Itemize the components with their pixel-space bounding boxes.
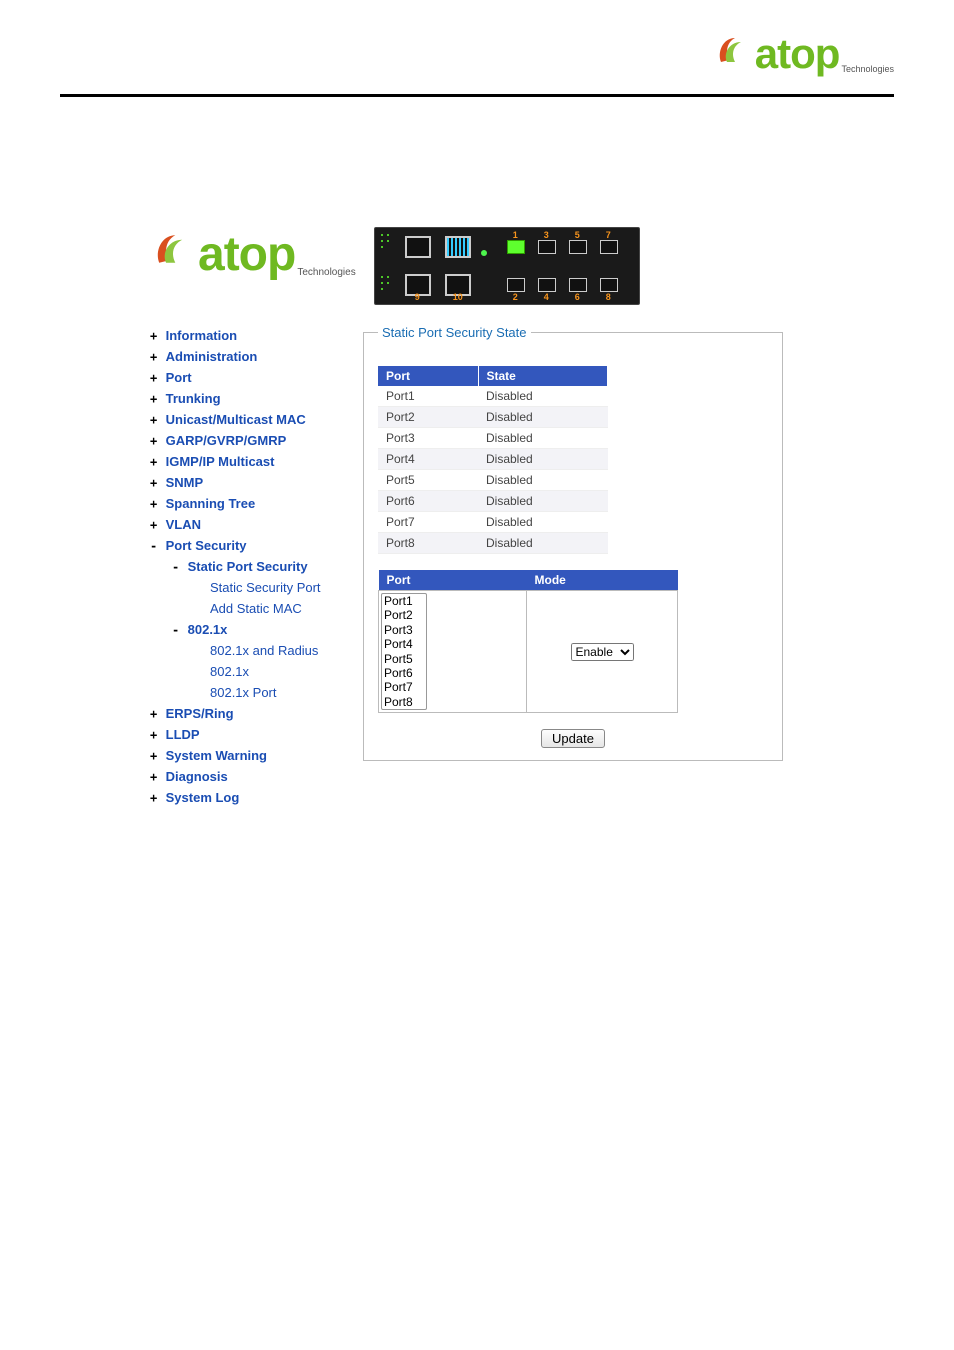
nav-8021x-radius[interactable]: 802.1x and Radius [210, 640, 345, 661]
side-nav: + Information+ Administration+ Port+ Tru… [150, 325, 345, 808]
rj45-port-8 [600, 278, 618, 292]
rj45-port-4 [538, 278, 556, 292]
port-num-b9: 9 [415, 292, 420, 302]
rj45-port-1 [507, 240, 525, 254]
nav-item-igmp-ip-multicast[interactable]: + IGMP/IP Multicast [150, 451, 345, 472]
nav-item-diagnosis[interactable]: + Diagnosis [150, 766, 345, 787]
state-col-port: Port [378, 366, 478, 386]
sfp-slot-10 [445, 236, 471, 258]
device-front-panel: 1 3 5 7 9 10 2 4 6 8 [374, 227, 640, 305]
table-row: Port5Disabled [378, 470, 608, 491]
rj45-port-5 [569, 240, 587, 254]
static-port-security-panel: Static Port Security State Port State Po… [363, 325, 783, 761]
nav-item-lldp[interactable]: + LLDP [150, 724, 345, 745]
led-icon [481, 250, 487, 256]
port-num-b2: 2 [513, 292, 518, 302]
nav-item-port-security[interactable]: - Port Security [150, 535, 345, 556]
rj45-port-7 [600, 240, 618, 254]
table-row: Port7Disabled [378, 512, 608, 533]
nav-item-erps-ring[interactable]: + ERPS/Ring [150, 703, 345, 724]
nav-item-snmp[interactable]: + SNMP [150, 472, 345, 493]
content-brand-logo: atop Technologies [150, 227, 356, 282]
mode-col-port: Port [379, 570, 527, 591]
port-num-3: 3 [544, 230, 549, 240]
port-num-b8: 8 [606, 292, 611, 302]
port-num-7: 7 [606, 230, 611, 240]
nav-static-port-security[interactable]: - Static Port Security [172, 556, 345, 577]
header-logo-area: atop Technologies [0, 0, 954, 88]
nav-item-garp-gvrp-gmrp[interactable]: + GARP/GVRP/GMRP [150, 430, 345, 451]
nav-8021x-port[interactable]: 802.1x Port [210, 682, 345, 703]
brand-logo: atop Technologies [713, 30, 894, 78]
table-row: Port8Disabled [378, 533, 608, 554]
port-num-b4: 4 [544, 292, 549, 302]
port-multiselect[interactable]: Port1Port2Port3Port4Port5Port6Port7Port8 [381, 593, 427, 710]
nav-802-1x[interactable]: - 802.1x [172, 619, 345, 640]
port-mode-table: Port Mode Port1Port2Port3Port4Port5Port6… [378, 570, 678, 713]
mode-select[interactable]: EnableDisable [571, 643, 634, 661]
table-row: Port1Disabled [378, 386, 608, 407]
table-row: Port2Disabled [378, 407, 608, 428]
nav-item-information[interactable]: + Information [150, 325, 345, 346]
nav-static-security-port[interactable]: Static Security Port [210, 577, 345, 598]
nav-item-trunking[interactable]: + Trunking [150, 388, 345, 409]
brand-swirl-icon [150, 228, 196, 270]
port-num-5: 5 [575, 230, 580, 240]
brand-swirl-icon [713, 32, 753, 68]
nav-item-port[interactable]: + Port [150, 367, 345, 388]
nav-add-static-mac[interactable]: Add Static MAC [210, 598, 345, 619]
nav-item-system-warning[interactable]: + System Warning [150, 745, 345, 766]
brand-name: atop [755, 30, 840, 78]
state-col-state: State [478, 366, 608, 386]
nav-item-system-log[interactable]: + System Log [150, 787, 345, 808]
rj45-port-2 [507, 278, 525, 292]
brand-sub-2: Technologies [297, 267, 355, 278]
panel-legend: Static Port Security State [378, 325, 531, 340]
port-num-b6: 6 [575, 292, 580, 302]
brand-name-2: atop [198, 227, 295, 282]
update-button[interactable]: Update [541, 729, 605, 748]
rj45-port-3 [538, 240, 556, 254]
port-num-b10: 10 [453, 292, 463, 302]
brand-sub: Technologies [841, 64, 894, 74]
table-row: Port4Disabled [378, 449, 608, 470]
nav-item-unicast-multicast-mac[interactable]: + Unicast/Multicast MAC [150, 409, 345, 430]
port-state-table: Port State Port1DisabledPort2DisabledPor… [378, 366, 608, 554]
table-row: Port6Disabled [378, 491, 608, 512]
nav-8021x[interactable]: 802.1x [210, 661, 345, 682]
nav-item-spanning-tree[interactable]: + Spanning Tree [150, 493, 345, 514]
nav-item-vlan[interactable]: + VLAN [150, 514, 345, 535]
port-num-1: 1 [513, 230, 518, 240]
sfp-slot-9 [405, 236, 431, 258]
mode-col-mode: Mode [527, 570, 678, 591]
rj45-port-6 [569, 278, 587, 292]
nav-item-administration[interactable]: + Administration [150, 346, 345, 367]
table-row: Port3Disabled [378, 428, 608, 449]
